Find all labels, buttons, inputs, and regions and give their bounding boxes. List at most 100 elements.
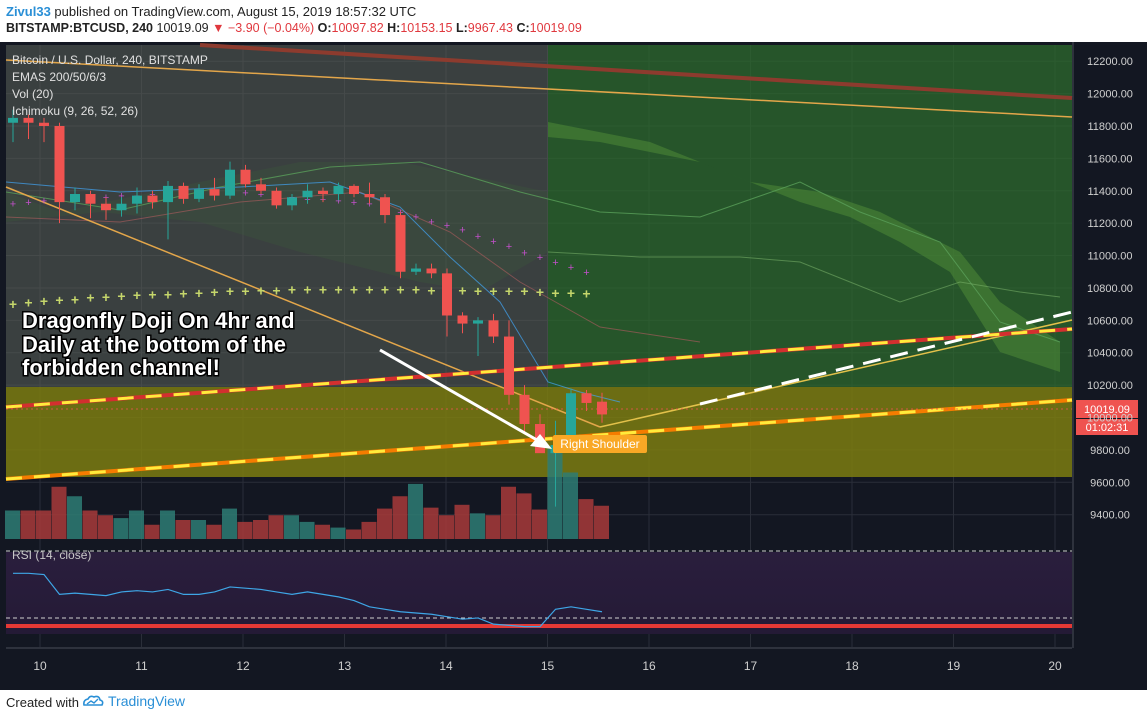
ema-marker: + [117,288,125,304]
ema-marker: + [334,282,342,298]
ema-marker: + [458,282,466,298]
time-tick-label: 14 [439,659,453,673]
candle-body [504,336,514,395]
candle-body [23,117,34,123]
author-link[interactable]: Zivul33 [6,4,51,19]
volume-bar [191,520,206,539]
volume-bar [20,510,36,539]
ema-marker: + [536,284,544,300]
footer: Created with TradingView [0,690,1147,720]
symbol-label: BITSTAMP:BTCUSD, 240 [6,21,154,35]
candle-body [85,194,96,204]
rsi-pane: RSI (14, close) 60.0040.0020.00 [6,548,1124,634]
time-axis[interactable]: 10 11 12 13 14 15 16 17 18 19 20 [6,647,1072,673]
volume-bar [532,509,547,539]
ema-marker: + [444,220,450,232]
candle-body [566,393,576,446]
open-value: 10097.82 [331,21,384,35]
price-chart[interactable]: + + + + + + + + + + + + + + + + + + + + + + + + + + + + + + + + + + + + + + + +… [0,42,1147,690]
candle-body [318,190,328,195]
ema-marker: + [381,282,389,298]
volume-bar [113,518,129,539]
volume-bar [98,515,113,539]
ema-marker: + [506,241,512,253]
high-label: H: [387,21,401,35]
volume-bar [563,472,578,539]
price-tick-label: 12000.00 [1087,89,1133,101]
ema-marker: + [428,217,434,229]
candle-body [364,194,375,198]
legend-emas: EMAS 200/50/6/3 [12,70,106,84]
time-tick-label: 20 [1048,659,1062,673]
candle-body [163,185,173,203]
candle-body [395,215,406,272]
ema-marker: + [210,284,218,300]
ema-marker: + [272,282,280,298]
time-tick-label: 10 [33,659,47,673]
volume-bar [470,513,485,539]
candle-body [349,185,359,195]
volume-bar [237,521,253,539]
ema-marker: + [319,282,327,298]
ema-marker: + [583,267,589,279]
volume-bar [330,527,346,539]
close-value: 10019.09 [529,21,582,35]
ema-marker: + [24,295,32,311]
candle-body [333,185,344,195]
low-value: 9967.43 [467,21,513,35]
ema-marker: + [475,231,481,243]
price-tick-label: 11600.00 [1087,153,1132,165]
ema-marker: + [40,293,48,309]
candle-body [426,268,437,274]
ema-marker: + [288,282,296,298]
price-tick-label: 12200.00 [1087,56,1133,68]
volume-bar [144,524,160,539]
price-tick-label: 9400.00 [1090,510,1130,522]
ema-marker: + [118,191,124,203]
high-value: 10153.15 [400,21,453,35]
candle-body [271,190,282,206]
price-axis[interactable]: 10019.09 01:02:31 12200.00 12000.00 11800.… [1072,42,1147,690]
volume-bar [206,524,222,539]
time-tick-label: 17 [744,659,758,673]
ema-marker: + [41,195,47,207]
publish-info: published on TradingView.com, August 15,… [54,4,417,19]
price-tick-label: 11000.00 [1087,251,1132,263]
ema-marker: + [9,296,17,312]
ema-marker: + [257,282,265,298]
ema-marker: + [195,285,203,301]
volume-bar [299,521,315,539]
time-tick-label: 16 [642,659,656,673]
publish-line: Zivul33 published on TradingView.com, Au… [6,4,416,19]
volume-bar [268,515,284,539]
time-tick-label: 12 [236,659,250,673]
volume-bar [439,515,454,539]
candle-body [597,401,607,415]
volume-bar [454,504,470,539]
right-shoulder-label: Right Shoulder [560,437,639,451]
current-price-label: 10019.09 [1084,404,1130,416]
volume-bar [67,496,82,539]
candle-body [473,320,483,324]
volume-bar [284,515,299,539]
volume-bar [82,510,98,539]
candle-body [8,117,18,123]
time-tick-label: 13 [338,659,352,673]
tradingview-logo-icon [83,695,104,706]
ema-marker: + [133,287,141,303]
ema-marker: + [10,199,16,211]
created-with-text: Created with [6,695,79,710]
price-tick-label: 9600.00 [1090,477,1130,489]
candle-body [132,195,142,204]
ema-marker: + [552,257,558,269]
volume-bar [578,499,594,539]
candle-body [178,185,189,199]
open-label: O: [317,21,332,35]
tradingview-brand[interactable]: TradingView [82,693,185,709]
tradingview-brand-label: TradingView [108,693,186,709]
volume-bar [253,520,268,539]
price-change: −3.90 (−0.04%) [227,21,315,35]
volume-bar [346,529,361,539]
candle-body [116,203,127,211]
quote-line: BITSTAMP:BTCUSD, 240 10019.09 ▼ −3.90 (−… [6,21,582,35]
